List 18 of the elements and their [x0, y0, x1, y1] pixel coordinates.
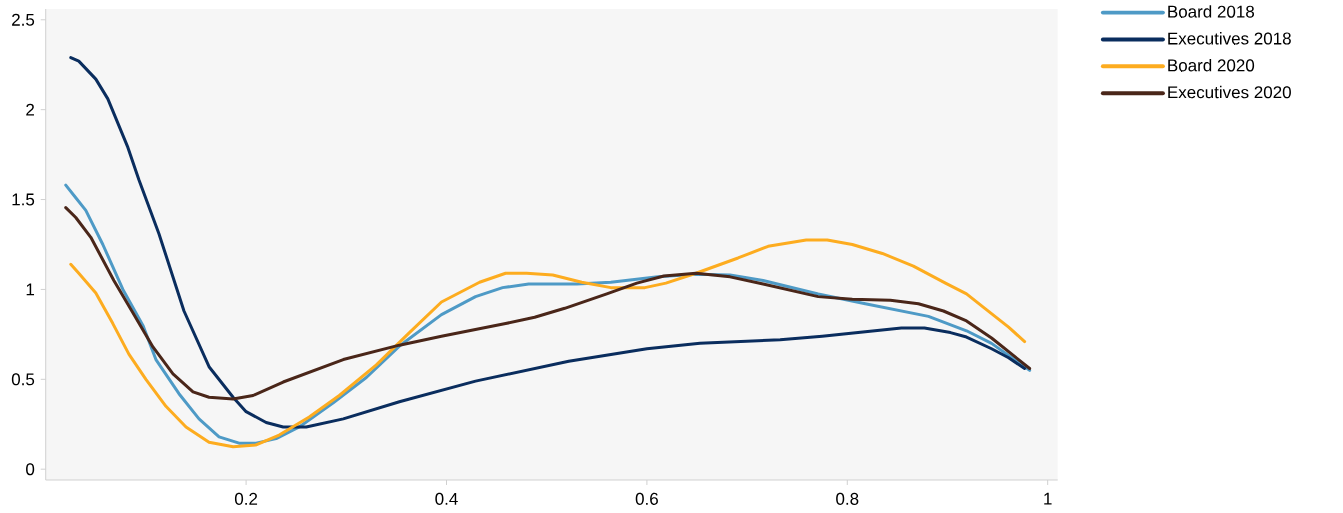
y-tick-label: 1.5	[12, 193, 35, 206]
x-tick-label: 0.2	[234, 492, 258, 505]
line-series	[69, 238, 1027, 449]
x-tick-label: 0.6	[635, 492, 658, 505]
x-tick-label: 0.8	[836, 492, 859, 505]
y-tick-label: 0	[26, 463, 35, 476]
y-tick-label: 0.5	[11, 373, 35, 386]
legend-label: Board 2020	[1168, 58, 1255, 72]
x-tick-label: 1	[1044, 492, 1052, 505]
line-series	[69, 56, 1027, 429]
y-tick-label: 2.5	[12, 13, 35, 26]
legend-label: Executives 2020	[1168, 85, 1291, 99]
line-series	[64, 206, 1032, 401]
x-tick-label: 0.4	[435, 492, 458, 505]
legend-label: Board 2018	[1168, 5, 1255, 18]
legend-label: Executives 2018	[1168, 32, 1291, 45]
y-tick-label: 1	[26, 283, 35, 296]
y-tick-label: 2	[26, 103, 34, 116]
